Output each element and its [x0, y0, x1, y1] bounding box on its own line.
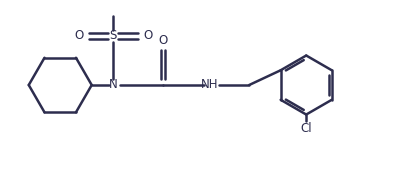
Text: NH: NH — [201, 78, 219, 90]
Text: S: S — [110, 29, 117, 42]
Text: N: N — [109, 78, 118, 90]
Text: Cl: Cl — [300, 122, 312, 135]
Text: O: O — [143, 29, 152, 42]
Text: O: O — [158, 34, 167, 47]
Text: O: O — [74, 29, 84, 42]
